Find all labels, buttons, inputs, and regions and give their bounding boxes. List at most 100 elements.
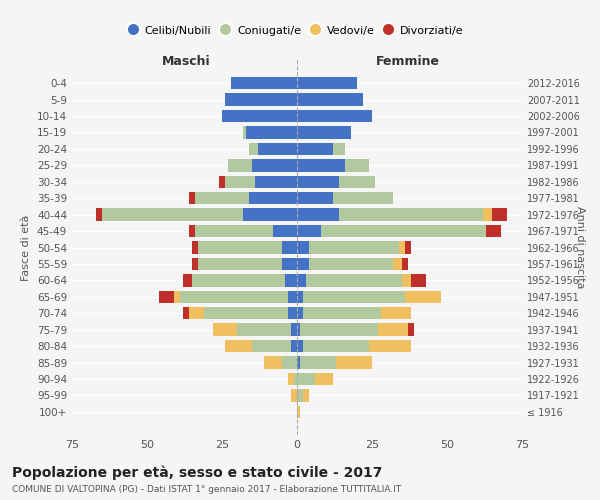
Bar — [102, 208, 243, 221]
Bar — [297, 258, 309, 270]
Bar — [288, 373, 294, 385]
Bar — [288, 307, 297, 320]
Bar — [198, 242, 282, 254]
Bar — [282, 258, 297, 270]
Text: Popolazione per età, sesso e stato civile - 2017: Popolazione per età, sesso e stato civil… — [12, 465, 382, 479]
Bar — [249, 143, 258, 155]
Bar — [297, 126, 351, 138]
Bar — [204, 307, 288, 320]
Bar — [225, 340, 252, 352]
Bar — [189, 225, 195, 237]
Bar — [282, 356, 297, 368]
Bar — [297, 307, 303, 320]
Bar — [297, 242, 309, 254]
Bar — [369, 340, 411, 352]
Bar — [309, 242, 399, 254]
Bar — [303, 389, 309, 402]
Bar — [321, 225, 486, 237]
Bar — [297, 274, 306, 286]
Bar — [309, 258, 393, 270]
Bar — [189, 307, 204, 320]
Text: Maschi: Maschi — [161, 56, 211, 68]
Bar — [243, 126, 246, 138]
Bar — [195, 225, 273, 237]
Bar — [219, 176, 225, 188]
Bar — [192, 274, 285, 286]
Bar — [303, 307, 381, 320]
Bar — [339, 176, 375, 188]
Bar — [198, 258, 282, 270]
Bar — [405, 290, 441, 303]
Bar — [333, 143, 345, 155]
Bar — [297, 225, 321, 237]
Bar — [189, 192, 195, 204]
Bar — [297, 389, 303, 402]
Bar — [96, 208, 102, 221]
Bar — [249, 192, 297, 204]
Bar — [222, 110, 297, 122]
Bar — [225, 94, 297, 106]
Bar — [297, 77, 357, 90]
Bar — [297, 324, 300, 336]
Bar — [273, 225, 297, 237]
Bar — [231, 77, 297, 90]
Bar — [300, 324, 378, 336]
Bar — [300, 356, 336, 368]
Bar — [294, 373, 297, 385]
Bar — [246, 126, 297, 138]
Bar — [255, 176, 297, 188]
Bar — [174, 290, 180, 303]
Bar — [492, 208, 507, 221]
Bar — [411, 274, 426, 286]
Bar — [297, 176, 339, 188]
Text: Femmine: Femmine — [376, 56, 440, 68]
Bar — [297, 340, 303, 352]
Bar — [297, 356, 300, 368]
Bar — [297, 143, 333, 155]
Bar — [258, 143, 297, 155]
Bar — [285, 274, 297, 286]
Bar — [291, 389, 297, 402]
Bar — [195, 192, 249, 204]
Bar — [192, 258, 198, 270]
Bar — [243, 208, 297, 221]
Bar — [297, 159, 345, 172]
Bar — [180, 290, 288, 303]
Y-axis label: Fasce di età: Fasce di età — [22, 214, 31, 280]
Bar — [303, 290, 405, 303]
Bar — [306, 274, 402, 286]
Bar — [405, 242, 411, 254]
Bar — [252, 340, 291, 352]
Bar — [399, 242, 405, 254]
Bar — [333, 192, 393, 204]
Bar — [381, 307, 411, 320]
Bar — [378, 324, 408, 336]
Bar — [183, 307, 189, 320]
Bar — [297, 94, 363, 106]
Bar — [237, 324, 291, 336]
Bar — [291, 340, 297, 352]
Bar — [339, 208, 483, 221]
Bar — [315, 373, 333, 385]
Bar — [228, 159, 252, 172]
Bar — [159, 290, 174, 303]
Bar — [483, 208, 492, 221]
Bar — [213, 324, 237, 336]
Bar — [297, 110, 372, 122]
Bar — [288, 290, 297, 303]
Bar — [402, 258, 408, 270]
Bar — [402, 274, 411, 286]
Bar — [408, 324, 414, 336]
Bar — [183, 274, 192, 286]
Bar — [297, 406, 300, 418]
Bar — [345, 159, 369, 172]
Bar — [393, 258, 402, 270]
Legend: Celibi/Nubili, Coniugati/e, Vedovi/e, Divorziati/e: Celibi/Nubili, Coniugati/e, Vedovi/e, Di… — [126, 20, 468, 40]
Bar — [264, 356, 282, 368]
Bar — [225, 176, 255, 188]
Bar — [336, 356, 372, 368]
Bar — [297, 208, 339, 221]
Bar — [486, 225, 501, 237]
Bar — [297, 192, 333, 204]
Bar — [297, 290, 303, 303]
